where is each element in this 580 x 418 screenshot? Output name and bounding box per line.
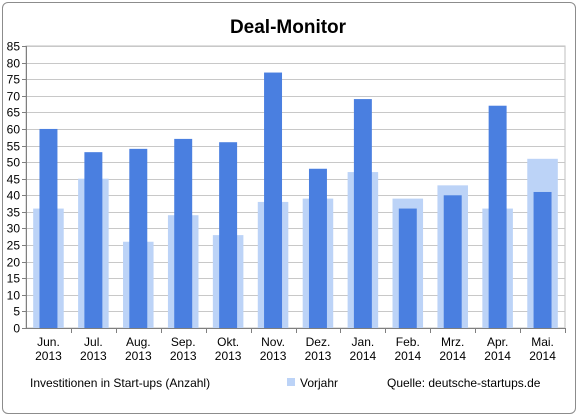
chart-title: Deal-Monitor xyxy=(230,17,347,38)
x-tick-label: 2014 xyxy=(394,349,421,363)
y-tick-label: 65 xyxy=(7,106,21,120)
y-tick-label: 40 xyxy=(7,189,21,203)
x-tick-label: Sep. xyxy=(171,335,196,349)
y-tick-label: 70 xyxy=(7,90,21,104)
x-tick-label: 2013 xyxy=(35,349,62,363)
legend-swatch-vorjahr xyxy=(287,378,295,386)
series-vorjahr xyxy=(33,158,558,328)
x-tick-label: 2014 xyxy=(484,349,511,363)
bar-investitionen xyxy=(129,148,148,328)
bar-investitionen xyxy=(39,128,58,328)
y-tick-label: 25 xyxy=(7,239,21,253)
x-tick-label: Feb. xyxy=(396,335,420,349)
x-tick-label: Mai. xyxy=(531,335,554,349)
y-tick-label: 55 xyxy=(7,140,21,154)
x-tick-label: Jun. xyxy=(37,335,60,349)
y-tick-label: 50 xyxy=(7,156,21,170)
y-tick-label: 75 xyxy=(7,73,21,87)
x-tick-label: Jul. xyxy=(84,335,103,349)
bar-investitionen xyxy=(219,142,238,328)
x-tick-label: 2013 xyxy=(305,349,332,363)
bar-investitionen xyxy=(84,152,103,328)
legend-label-investitionen: Investitionen in Start-ups (Anzahl) xyxy=(30,376,210,390)
x-tick-label: 2013 xyxy=(260,349,287,363)
bar-investitionen xyxy=(353,99,372,328)
source-note: Quelle: deutsche-startups.de xyxy=(387,376,541,390)
x-tick-label: Nov. xyxy=(261,335,285,349)
x-tick-label: 2013 xyxy=(170,349,197,363)
x-tick-label: 2014 xyxy=(439,349,466,363)
series-investitionen xyxy=(39,72,552,329)
y-tick-label: 5 xyxy=(13,305,20,319)
legend: Investitionen in Start-ups (Anzahl) Vorj… xyxy=(30,376,541,390)
x-tick-label: Jan. xyxy=(352,335,375,349)
y-tick-label: 10 xyxy=(7,289,21,303)
x-tick-label: Aug. xyxy=(126,335,151,349)
y-tick-label: 0 xyxy=(13,322,20,336)
x-tick-label: Mrz. xyxy=(441,335,464,349)
x-tick-label: 2014 xyxy=(529,349,556,363)
bar-investitionen xyxy=(533,191,552,328)
y-tick-label: 45 xyxy=(7,173,21,187)
y-tick-label: 85 xyxy=(7,40,21,54)
y-tick-label: 80 xyxy=(7,57,21,71)
x-tick-label: Okt. xyxy=(217,335,239,349)
legend-label-vorjahr: Vorjahr xyxy=(300,376,338,390)
grid-lines xyxy=(25,45,566,329)
bar-investitionen xyxy=(488,105,507,328)
bar-investitionen xyxy=(443,195,462,328)
y-tick-label: 60 xyxy=(7,123,21,137)
y-tick-label: 20 xyxy=(7,256,21,270)
bar-investitionen xyxy=(398,208,417,328)
bar-investitionen xyxy=(264,72,283,329)
x-tick-label: Apr. xyxy=(487,335,508,349)
y-tick-label: 15 xyxy=(7,272,21,286)
y-tick-label: 35 xyxy=(7,206,21,220)
y-tick-label: 30 xyxy=(7,222,21,236)
y-axis: 0 5 10 15 20 25 30 35 40 45 50 55 60 65 70 75 80 85 xyxy=(7,40,27,336)
x-tick-label: Dez. xyxy=(306,335,331,349)
x-tick-label: 2013 xyxy=(215,349,242,363)
bar-investitionen xyxy=(174,138,193,328)
x-tick-label: 2014 xyxy=(350,349,377,363)
x-tick-label: 2013 xyxy=(80,349,107,363)
bar-investitionen xyxy=(308,168,327,328)
x-tick-label: 2013 xyxy=(125,349,152,363)
x-axis: Jun.2013Jul.2013Aug.2013Sep.2013Okt.2013… xyxy=(26,328,566,363)
